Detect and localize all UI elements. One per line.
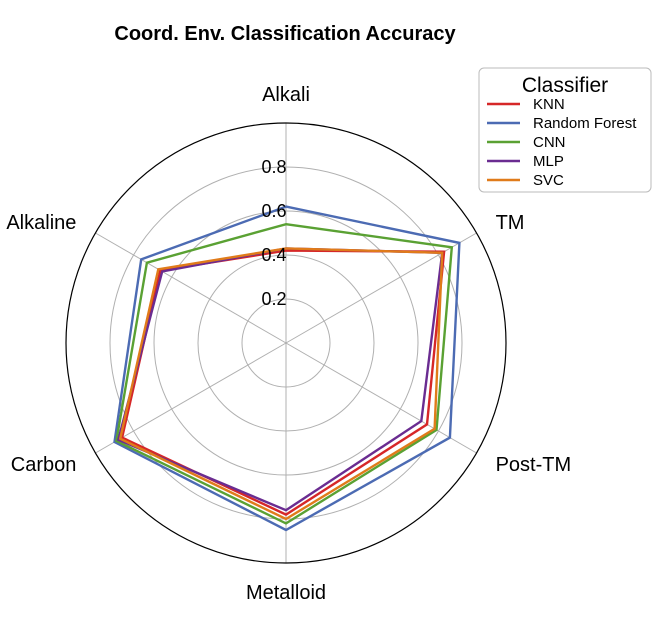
legend-frame — [478, 67, 652, 193]
radial-tick-label: 0.8 — [261, 157, 286, 177]
axis-label-alkali: Alkali — [262, 84, 310, 106]
axis-label-tm: TM — [496, 212, 525, 234]
radial-tick-label: 0.2 — [261, 289, 286, 309]
radar-labels: 0.2 0.4 0.6 0.8 Alkali TM Post-TM Metalloid Carb… — [6, 84, 571, 604]
legend-label-mlp: MLP — [533, 153, 564, 170]
axis-label-alkaline: Alkaline — [6, 212, 76, 234]
series-line-cnn — [115, 222, 454, 525]
legend: Classifier KNN Random Forest CNN MLP SVC — [478, 67, 652, 193]
axis-label-metalloid: Metalloid — [246, 582, 326, 604]
series-line-random-forest — [113, 205, 461, 532]
radar-series — [113, 205, 461, 532]
axis-label-post-tm: Post-TM — [496, 454, 572, 476]
series-line-svc — [118, 247, 444, 521]
legend-label-cnn: CNN — [533, 134, 566, 151]
series-line-knn — [120, 249, 446, 516]
spoke-alkaline — [95, 232, 287, 344]
legend-label-random-forest: Random Forest — [533, 115, 637, 132]
outer-frame — [65, 122, 507, 564]
axis-label-carbon: Carbon — [11, 454, 77, 476]
spoke-carbon — [95, 342, 287, 454]
chart-title: Coord. Env. Classification Accuracy — [114, 23, 456, 45]
legend-title: Classifier — [522, 74, 608, 97]
spoke-post-tm — [285, 342, 477, 454]
radial-tick-label: 0.6 — [261, 201, 286, 221]
legend-label-svc: SVC — [533, 172, 564, 189]
legend-items: KNN Random Forest CNN MLP SVC — [487, 96, 637, 189]
series-line-mlp — [116, 247, 444, 512]
legend-label-knn: KNN — [533, 96, 565, 113]
radial-tick-label: 0.4 — [261, 245, 286, 265]
